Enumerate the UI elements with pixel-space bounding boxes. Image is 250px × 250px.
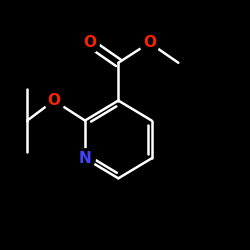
Text: O: O bbox=[143, 35, 156, 50]
Text: O: O bbox=[83, 35, 96, 50]
Text: O: O bbox=[48, 93, 60, 108]
Text: N: N bbox=[78, 151, 92, 166]
